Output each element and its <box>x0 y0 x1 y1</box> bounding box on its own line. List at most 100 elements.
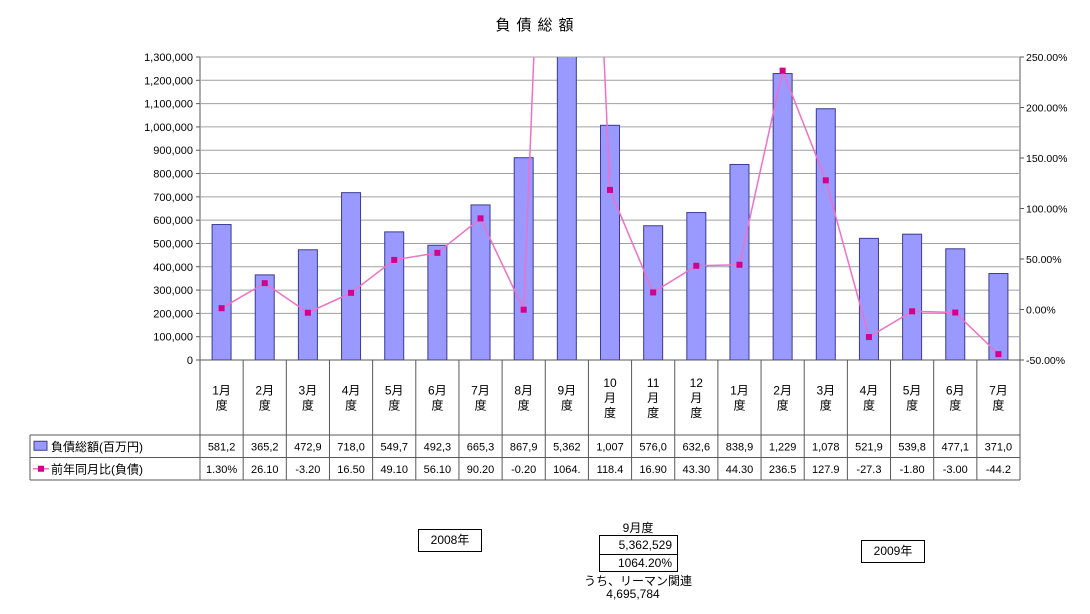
bar <box>470 204 491 360</box>
bar <box>427 244 448 360</box>
bar <box>858 237 879 360</box>
table-cell-value: -3.00 <box>943 464 968 476</box>
category-label: 8月 <box>514 384 533 398</box>
table-cell-value: -0.20 <box>511 464 536 476</box>
category-label: 5月 <box>903 384 922 398</box>
category-label: 9月 <box>557 384 576 398</box>
table-cell-value: 127.9 <box>812 464 840 476</box>
annotation-lehman-value: 4,695,784 <box>606 587 660 601</box>
category-label: 6月 <box>428 384 447 398</box>
table-cell-value: 1,078 <box>812 441 840 453</box>
left-axis-label: 0 <box>187 355 193 367</box>
right-axis-label: 0.00% <box>1026 305 1056 317</box>
debt-chart: 0 100,000 200,000 300,000 400,000 500,000 600,… <box>29 52 1067 481</box>
category-label: 4月 <box>860 384 879 398</box>
table-cell-value: 867,9 <box>510 441 538 453</box>
bar <box>945 248 966 360</box>
line-marker <box>779 67 786 74</box>
right-axis-label: 250.00% <box>1026 52 1067 64</box>
bar <box>254 274 275 360</box>
table-cell-value: 472,9 <box>294 441 322 453</box>
table-cell-value: 665,3 <box>467 441 495 453</box>
bar <box>600 124 620 360</box>
table-cell-value: -1.80 <box>900 464 925 476</box>
legend-bar-swatch-icon <box>33 440 48 451</box>
chart-title: 負債総額 <box>495 17 580 34</box>
category-label: 2月 <box>255 384 274 398</box>
table-cell-value: 581,2 <box>208 441 236 453</box>
line-marker <box>736 261 743 268</box>
category-label: 度 <box>863 398 875 413</box>
category-label: 1月 <box>212 384 231 398</box>
left-axis-label: 1,100,000 <box>144 99 193 111</box>
category-label: 3月 <box>816 384 835 398</box>
table-cell-value: 43.30 <box>683 464 711 476</box>
category-label: 月 <box>604 391 616 405</box>
bar <box>988 273 1009 360</box>
category-label: 度 <box>604 405 616 420</box>
annotation-year-2008: 2008年 <box>418 529 482 552</box>
category-label: 度 <box>906 398 918 413</box>
left-axis-label: 1,200,000 <box>144 75 193 87</box>
line-marker <box>952 309 959 316</box>
category-label: 1月 <box>730 384 749 398</box>
category-label: 度 <box>777 398 789 413</box>
table-cell-value: 90.20 <box>467 464 495 476</box>
legend-label-line: 前年同月比(負債) <box>51 461 143 476</box>
left-axis-label: 900,000 <box>153 145 193 157</box>
line-marker <box>391 256 398 263</box>
line-marker <box>822 177 829 184</box>
bar <box>902 233 923 360</box>
annotation-september-value: 5,362,529 <box>599 535 678 555</box>
line-marker <box>477 215 484 222</box>
category-label: 度 <box>561 398 573 413</box>
table-cell-value: 1,007 <box>596 441 624 453</box>
category-label: 度 <box>259 398 271 413</box>
line-marker <box>607 186 613 193</box>
right-axis-label: 150.00% <box>1026 153 1067 165</box>
line-marker <box>304 309 311 316</box>
right-axis-label: -50.00% <box>1026 355 1065 367</box>
line-marker <box>348 289 355 296</box>
left-axis-label: 1,000,000 <box>144 122 193 134</box>
right-axis-label: 200.00% <box>1026 103 1067 115</box>
table-cell-value: 236.5 <box>769 464 797 476</box>
category-label: 度 <box>216 398 228 413</box>
line-series <box>218 57 1002 358</box>
line-marker <box>865 334 872 341</box>
bar-series <box>211 57 1009 360</box>
table-cell-value: 44.30 <box>726 464 754 476</box>
table-cell-value: 539,8 <box>898 441 926 453</box>
line-marker <box>434 249 441 256</box>
annotation-september-month: 9月度 <box>622 521 654 535</box>
table-cell-value: -3.20 <box>295 464 320 476</box>
category-label: 度 <box>949 398 961 413</box>
category-label: 度 <box>518 398 530 413</box>
line-marker <box>261 280 268 287</box>
table-cell-value: 632,6 <box>683 441 711 453</box>
line-marker <box>218 305 225 312</box>
table-cell-value: 549,7 <box>380 441 408 453</box>
table-cell-value: -27.3 <box>856 464 881 476</box>
left-axis-label: 500,000 <box>153 238 193 250</box>
table-cell-value: 16.50 <box>337 464 365 476</box>
bar <box>341 192 362 360</box>
annotation-september-pct: 1064.20% <box>599 554 678 572</box>
category-label: 3月 <box>299 384 318 398</box>
table-cell-value: 1064. <box>553 464 581 476</box>
category-label: 度 <box>690 405 702 420</box>
legend-marker-swatch-icon <box>38 465 44 472</box>
right-axis-label: 50.00% <box>1026 254 1062 266</box>
line-marker <box>650 289 657 296</box>
bar <box>384 231 405 360</box>
category-label: 度 <box>302 398 314 413</box>
category-label: 2月 <box>773 384 792 398</box>
category-label: 月 <box>690 391 702 405</box>
annotation-year-2009: 2009年 <box>861 540 925 563</box>
category-label: 度 <box>733 398 745 413</box>
bar <box>211 224 232 360</box>
table-cell-value: 371,0 <box>985 441 1013 453</box>
table-cell-value: 576,0 <box>639 441 667 453</box>
table-cell-value: 477,1 <box>941 441 969 453</box>
category-label: 10 <box>603 376 617 390</box>
